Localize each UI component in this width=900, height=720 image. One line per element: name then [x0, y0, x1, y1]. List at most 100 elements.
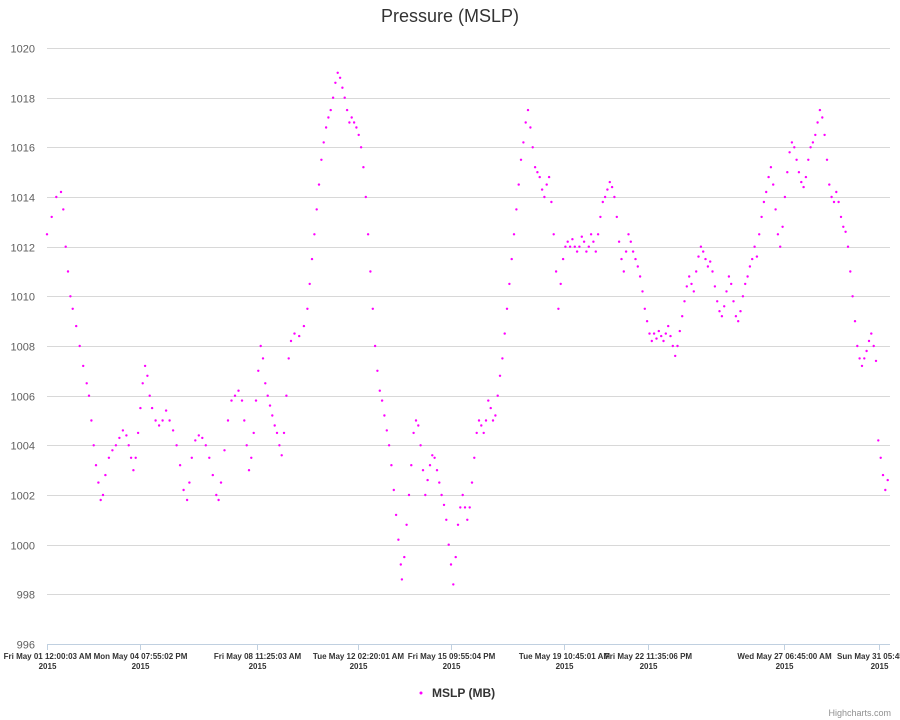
data-point[interactable] [494, 414, 497, 417]
data-point[interactable] [101, 493, 105, 497]
data-point[interactable] [400, 578, 404, 581]
data-point[interactable] [237, 389, 240, 392]
data-point[interactable] [575, 250, 579, 253]
data-point[interactable] [254, 399, 258, 402]
data-point[interactable] [293, 332, 296, 335]
data-point[interactable] [459, 506, 462, 509]
data-point[interactable] [573, 245, 576, 248]
data-point[interactable] [157, 424, 161, 427]
data-point[interactable] [59, 190, 63, 194]
data-point[interactable] [531, 146, 534, 149]
data-point[interactable] [66, 270, 70, 273]
data-point[interactable] [786, 171, 789, 174]
data-point[interactable] [417, 424, 420, 427]
data-point[interactable] [860, 364, 864, 368]
data-point[interactable] [657, 329, 660, 333]
data-point[interactable] [289, 339, 293, 343]
data-point[interactable] [252, 431, 255, 435]
data-point[interactable] [664, 332, 667, 335]
data-point[interactable] [793, 146, 796, 149]
data-point[interactable] [737, 320, 740, 323]
data-point[interactable] [208, 456, 211, 459]
data-point[interactable] [50, 215, 53, 219]
data-point[interactable] [671, 344, 674, 348]
data-point[interactable] [461, 493, 464, 497]
data-point[interactable] [355, 126, 358, 129]
data-point[interactable] [407, 493, 411, 497]
data-point[interactable] [392, 488, 395, 492]
data-point[interactable] [201, 436, 204, 440]
data-point[interactable] [685, 285, 688, 288]
data-point[interactable] [846, 245, 850, 248]
data-point[interactable] [194, 439, 197, 442]
data-point[interactable] [522, 141, 525, 144]
data-point[interactable] [741, 295, 745, 298]
data-point[interactable] [867, 339, 871, 343]
data-point[interactable] [240, 399, 244, 402]
data-point[interactable] [230, 399, 233, 402]
data-point[interactable] [468, 506, 471, 509]
data-point[interactable] [599, 215, 602, 219]
data-point[interactable] [578, 245, 581, 248]
data-point[interactable] [879, 456, 882, 459]
data-point[interactable] [713, 285, 717, 288]
data-point[interactable] [438, 481, 441, 484]
data-point[interactable] [498, 374, 502, 377]
data-point[interactable] [744, 282, 747, 286]
data-point[interactable] [844, 230, 847, 233]
data-point[interactable] [566, 240, 569, 243]
data-point[interactable] [338, 76, 342, 80]
data-point[interactable] [473, 456, 476, 459]
data-point[interactable] [348, 121, 351, 124]
data-point[interactable] [540, 188, 544, 191]
data-point[interactable] [175, 444, 178, 447]
data-point[interactable] [709, 260, 712, 263]
data-point[interactable] [380, 399, 384, 402]
data-point[interactable] [559, 282, 562, 286]
data-point[interactable] [711, 270, 714, 273]
data-point[interactable] [75, 324, 78, 328]
data-point[interactable] [264, 382, 267, 385]
data-point[interactable] [226, 419, 230, 422]
data-point[interactable] [720, 315, 724, 318]
data-point[interactable] [727, 275, 731, 278]
data-point[interactable] [136, 431, 140, 435]
data-point[interactable] [526, 108, 530, 112]
data-point[interactable] [350, 116, 353, 119]
data-point[interactable] [561, 257, 565, 261]
data-point[interactable] [765, 190, 768, 194]
data-point[interactable] [596, 233, 600, 236]
data-point[interactable] [410, 464, 413, 467]
data-point[interactable] [853, 320, 857, 323]
data-point[interactable] [440, 493, 443, 497]
data-point[interactable] [336, 71, 339, 75]
data-point[interactable] [503, 332, 506, 335]
data-point[interactable] [638, 275, 642, 278]
data-point[interactable] [154, 419, 157, 422]
data-point[interactable] [828, 183, 831, 186]
data-point[interactable] [725, 290, 728, 293]
data-point[interactable] [706, 265, 710, 268]
data-point[interactable] [394, 513, 398, 517]
data-point[interactable] [383, 414, 386, 417]
data-point[interactable] [250, 456, 253, 459]
data-point[interactable] [426, 478, 429, 482]
data-point[interactable] [501, 357, 504, 360]
legend[interactable]: MSLP (MB) [419, 686, 496, 700]
data-point[interactable] [809, 146, 812, 149]
data-point[interactable] [64, 245, 67, 248]
data-point[interactable] [624, 250, 628, 253]
data-point[interactable] [823, 133, 826, 137]
data-point[interactable] [877, 439, 880, 442]
data-point[interactable] [371, 307, 374, 310]
data-point[interactable] [837, 200, 840, 204]
data-point[interactable] [204, 444, 207, 447]
data-point[interactable] [487, 399, 490, 402]
data-point[interactable] [317, 183, 321, 186]
data-point[interactable] [641, 290, 644, 293]
data-point[interactable] [352, 121, 356, 124]
data-point[interactable] [557, 307, 560, 310]
data-point[interactable] [470, 481, 474, 484]
data-point[interactable] [268, 404, 272, 407]
data-point[interactable] [807, 158, 810, 161]
